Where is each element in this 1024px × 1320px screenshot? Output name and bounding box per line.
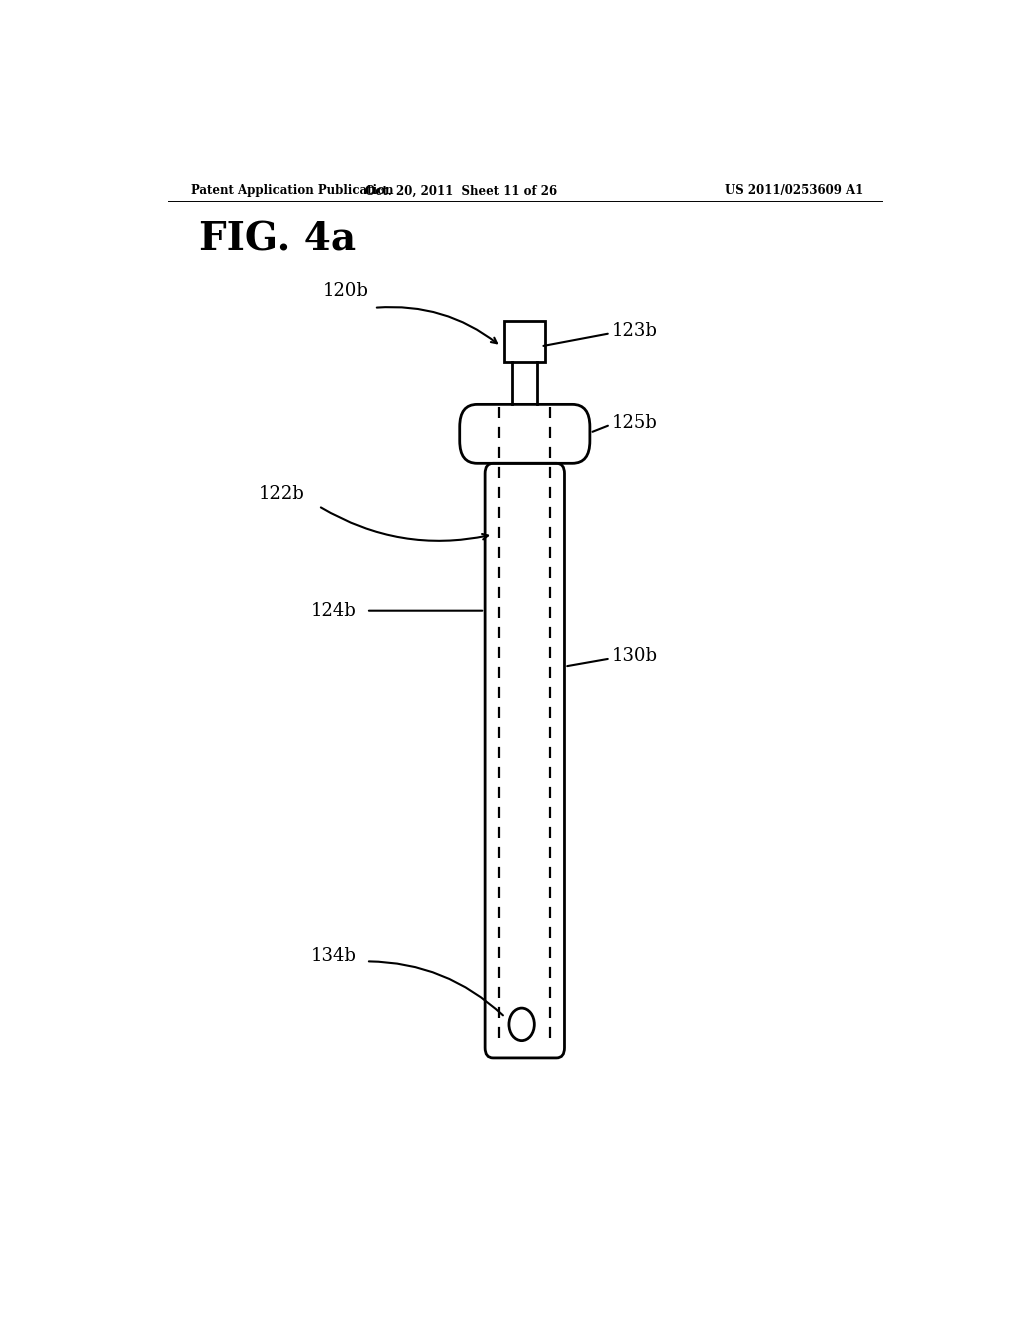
Text: Patent Application Publication: Patent Application Publication <box>191 185 394 198</box>
Text: US 2011/0253609 A1: US 2011/0253609 A1 <box>725 185 864 198</box>
Text: 124b: 124b <box>310 602 356 619</box>
Text: 123b: 123b <box>612 322 658 341</box>
Text: 130b: 130b <box>612 647 658 665</box>
Text: FIG. 4a: FIG. 4a <box>200 220 356 259</box>
Text: 120b: 120b <box>323 281 369 300</box>
Text: Oct. 20, 2011  Sheet 11 of 26: Oct. 20, 2011 Sheet 11 of 26 <box>366 185 557 198</box>
Text: 122b: 122b <box>259 484 305 503</box>
Text: 125b: 125b <box>612 413 657 432</box>
Text: 134b: 134b <box>310 948 356 965</box>
